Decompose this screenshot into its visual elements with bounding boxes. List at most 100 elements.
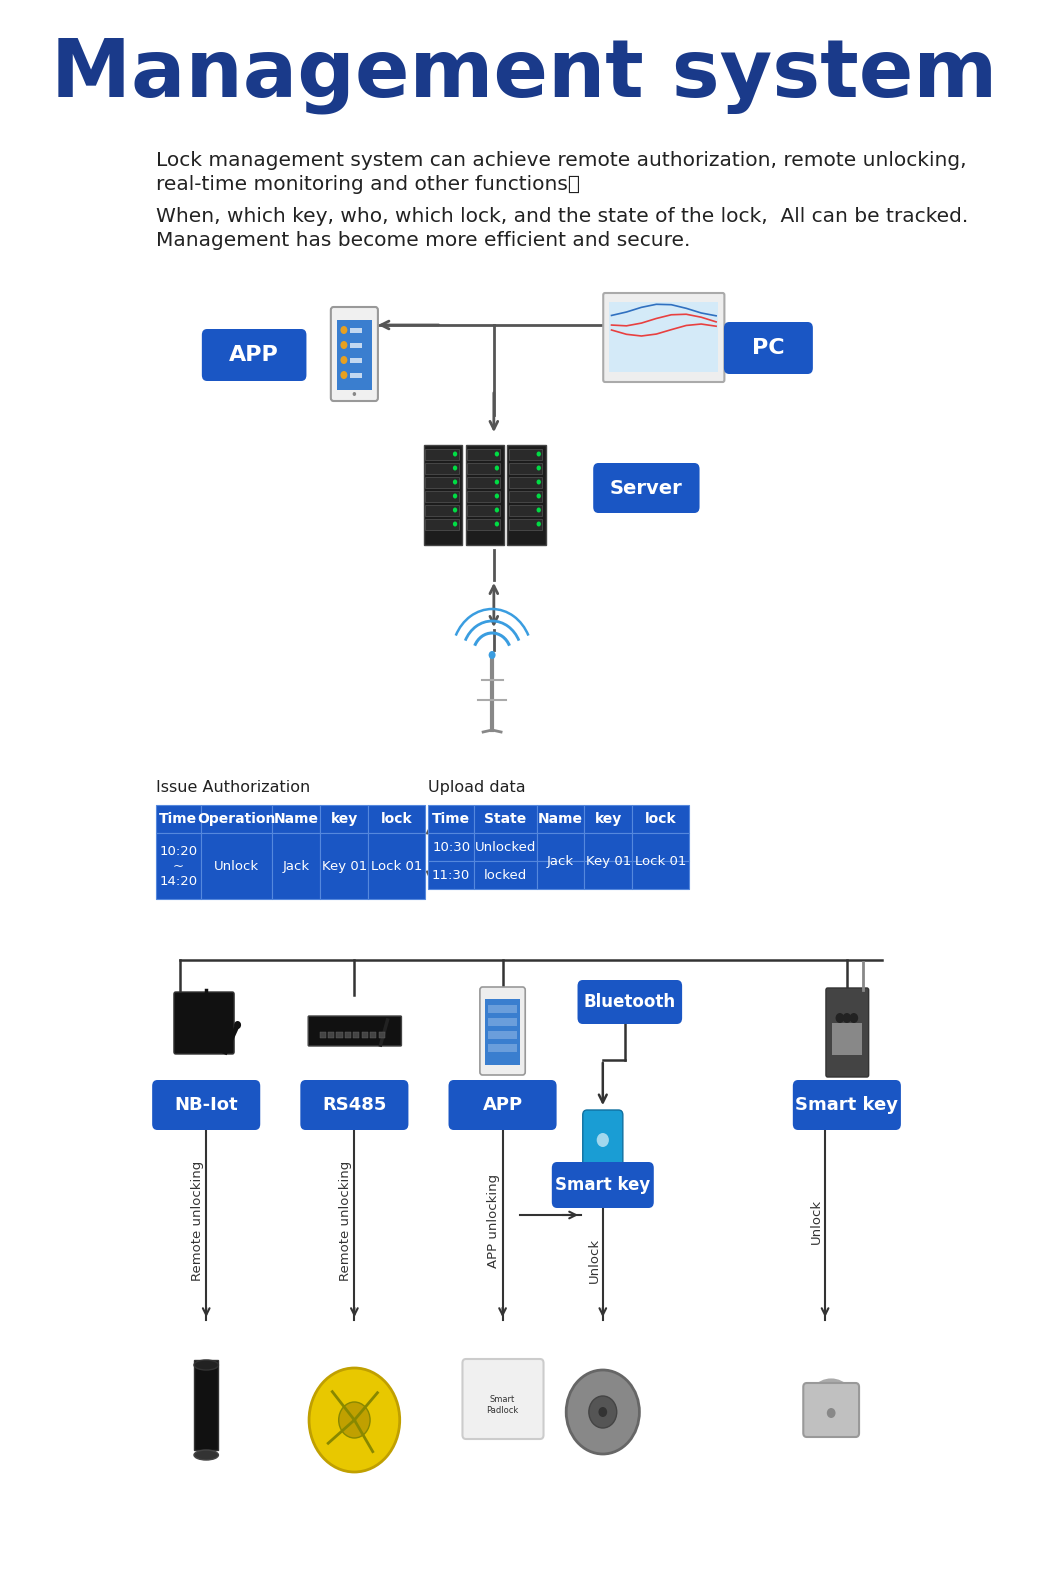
Bar	[194, 1360, 218, 1450]
Text: 11:30: 11:30	[432, 868, 471, 882]
Bar	[425, 462, 459, 473]
FancyBboxPatch shape	[153, 1079, 261, 1130]
Bar	[584, 805, 633, 833]
Bar	[509, 450, 543, 461]
Text: Bluetooth: Bluetooth	[584, 993, 676, 1011]
Bar	[156, 833, 201, 899]
Bar	[508, 445, 546, 544]
Text: key: key	[595, 813, 622, 825]
Bar	[467, 519, 500, 530]
Bar	[425, 519, 459, 530]
Bar	[425, 491, 459, 502]
FancyBboxPatch shape	[300, 1079, 408, 1130]
Bar	[642, 294, 686, 300]
Circle shape	[489, 652, 496, 660]
Text: Server: Server	[610, 478, 683, 497]
FancyBboxPatch shape	[583, 1109, 623, 1176]
Bar	[328, 1032, 334, 1038]
Text: Unlock: Unlock	[587, 1237, 601, 1283]
FancyBboxPatch shape	[826, 988, 868, 1078]
Circle shape	[353, 391, 356, 396]
Text: Smart key: Smart key	[555, 1176, 651, 1195]
Bar	[474, 833, 536, 862]
Text: Management has become more efficient and secure.: Management has become more efficient and…	[156, 230, 690, 249]
FancyBboxPatch shape	[552, 1161, 654, 1209]
Text: Lock 01: Lock 01	[635, 855, 687, 868]
Text: APP unlocking: APP unlocking	[488, 1174, 500, 1269]
Bar	[509, 519, 543, 530]
Text: Smart
Padlock: Smart Padlock	[487, 1395, 518, 1415]
Ellipse shape	[194, 1360, 218, 1370]
Circle shape	[453, 521, 457, 527]
Bar	[361, 1032, 368, 1038]
Text: Remote unlocking: Remote unlocking	[191, 1161, 204, 1281]
Bar	[509, 505, 543, 516]
FancyBboxPatch shape	[578, 980, 683, 1024]
Text: NB-Iot: NB-Iot	[175, 1097, 238, 1114]
Circle shape	[849, 1013, 859, 1023]
Bar	[509, 491, 543, 502]
Bar	[368, 833, 425, 899]
Circle shape	[536, 494, 541, 499]
Text: APP: APP	[482, 1097, 523, 1114]
Bar	[509, 462, 543, 473]
Circle shape	[453, 480, 457, 484]
Circle shape	[495, 494, 499, 499]
Bar	[272, 833, 320, 899]
Bar	[474, 805, 536, 833]
Bar	[536, 862, 584, 888]
Circle shape	[340, 371, 348, 379]
Circle shape	[827, 1408, 835, 1419]
Text: Name: Name	[273, 813, 319, 825]
Bar	[337, 320, 372, 390]
Text: Jack: Jack	[283, 860, 310, 873]
Circle shape	[339, 1401, 370, 1438]
Circle shape	[835, 1013, 844, 1023]
Circle shape	[453, 451, 457, 456]
Bar	[320, 833, 368, 899]
Text: Time: Time	[432, 813, 471, 825]
Bar	[319, 1032, 325, 1038]
Bar	[201, 833, 272, 899]
Text: Operation: Operation	[197, 813, 276, 825]
Circle shape	[340, 341, 348, 349]
Bar	[350, 328, 363, 333]
Bar	[584, 833, 633, 862]
Bar	[378, 1032, 385, 1038]
Bar	[353, 1032, 359, 1038]
FancyBboxPatch shape	[462, 1359, 544, 1439]
Bar	[536, 805, 584, 833]
Bar	[272, 805, 320, 833]
Text: Name: Name	[538, 813, 583, 825]
FancyBboxPatch shape	[603, 294, 724, 382]
Text: Unlocked: Unlocked	[475, 841, 536, 854]
Text: Lock 01: Lock 01	[371, 860, 422, 873]
Text: lock: lock	[644, 813, 676, 825]
Bar	[485, 999, 520, 1065]
Bar	[488, 1030, 517, 1038]
Bar	[488, 1005, 517, 1013]
Text: Unlock: Unlock	[214, 860, 260, 873]
FancyBboxPatch shape	[803, 1382, 859, 1438]
Circle shape	[495, 466, 499, 470]
Bar	[832, 1023, 862, 1056]
Bar	[488, 1018, 517, 1026]
Bar	[156, 805, 201, 833]
Bar	[657, 297, 671, 308]
Circle shape	[234, 1021, 241, 1029]
Text: When, which key, who, which lock, and the state of the lock,  All can be tracked: When, which key, who, which lock, and th…	[156, 207, 968, 226]
Text: Time: Time	[159, 813, 197, 825]
Circle shape	[495, 508, 499, 513]
FancyBboxPatch shape	[448, 1079, 556, 1130]
Bar	[633, 805, 689, 833]
Text: key: key	[331, 813, 358, 825]
Bar	[350, 342, 363, 349]
Text: real-time monitoring and other functions。: real-time monitoring and other functions…	[156, 175, 580, 194]
Circle shape	[536, 451, 541, 456]
Text: State: State	[484, 813, 527, 825]
Text: ®: ®	[579, 988, 597, 1007]
Bar	[536, 833, 584, 862]
Circle shape	[453, 508, 457, 513]
FancyBboxPatch shape	[331, 308, 378, 401]
Circle shape	[536, 508, 541, 513]
